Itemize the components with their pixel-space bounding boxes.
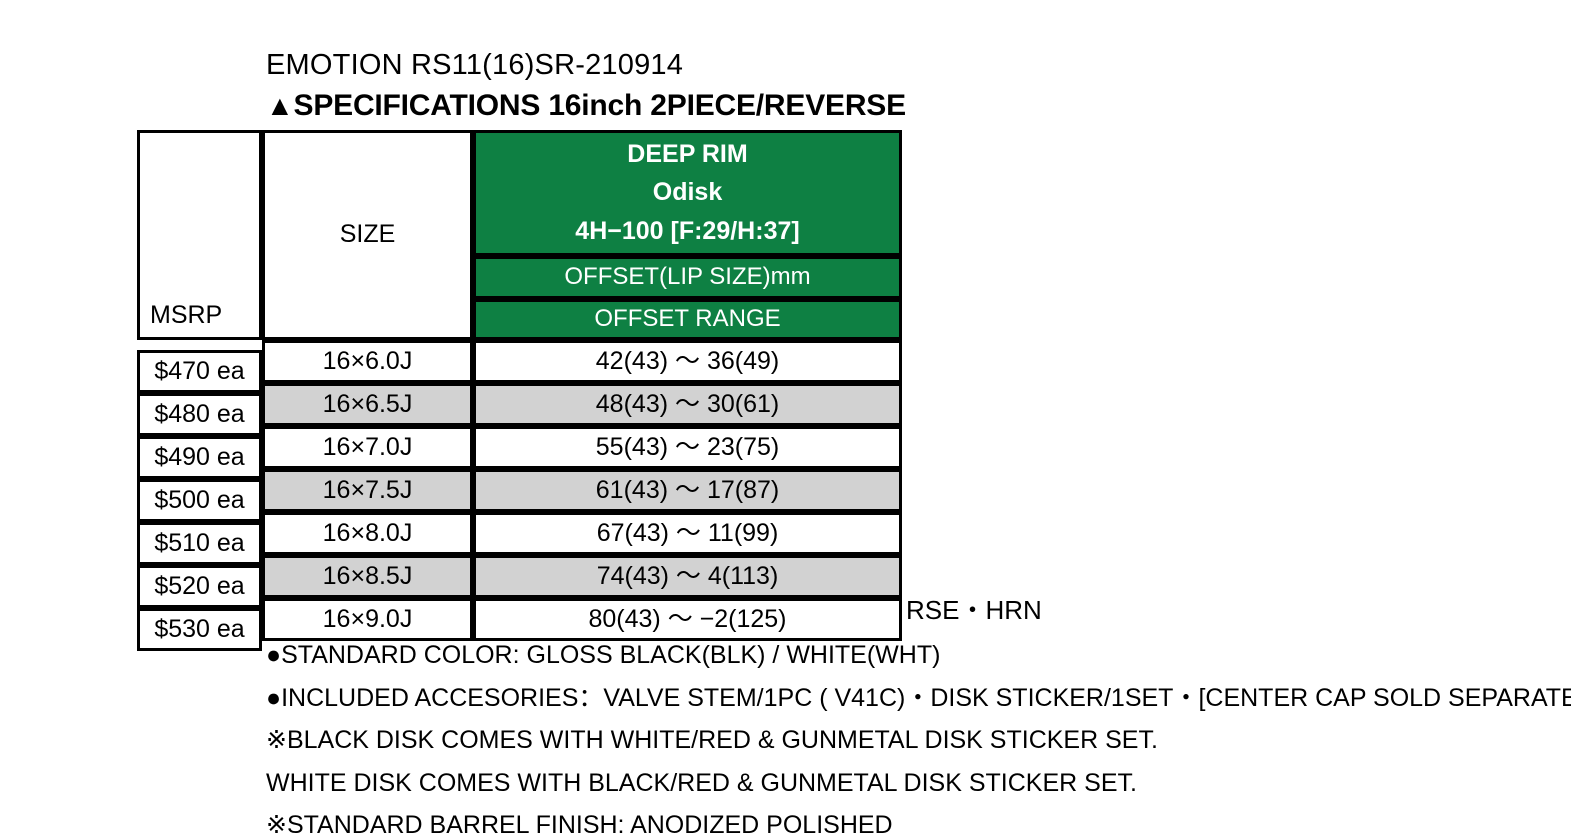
side-note-models: RSE・HRN [906, 595, 1042, 625]
table-cell-msrp: $530 ea [137, 608, 262, 651]
footer-note-included-accessories: ●INCLUDED ACCESORIES：VALVE STEM/1PC ( V4… [266, 684, 1571, 712]
table-cell-size: 16×7.0J [262, 426, 473, 469]
table-cell-offset-range: 67(43) ～ 11(99) [473, 512, 902, 555]
table-cell-size: 16×7.5J [262, 469, 473, 512]
table-cell-size: 16×6.0J [262, 340, 473, 383]
table-cell-msrp: $470 ea [137, 350, 262, 393]
table-cell-size: 16×9.0J [262, 598, 473, 641]
table-header-deep-rim-line1: DEEP RIM [627, 139, 748, 168]
table-header-deep-rim: DEEP RIM Odisk 4H−100 [F:29/H:37] [473, 130, 902, 256]
triangle-bullet-icon: ▲ [266, 90, 294, 121]
footer-note-standard-color: ●STANDARD COLOR: GLOSS BLACK(BLK) / WHIT… [266, 641, 941, 669]
table-cell-offset-range: 61(43) ～ 17(87) [473, 469, 902, 512]
table-cell-offset-range: 55(43) ～ 23(75) [473, 426, 902, 469]
footer-note-black-disk-sticker: ※BLACK DISK COMES WITH WHITE/RED & GUNME… [266, 726, 1158, 754]
table-header-offset-lip-size: OFFSET(LIP SIZE)mm [473, 256, 902, 299]
table-header-deep-rim-line2: Odisk [652, 178, 723, 207]
table-header-size: SIZE [262, 130, 473, 340]
table-header-deep-rim-line3: 4H−100 [F:29/H:37] [575, 216, 800, 245]
table-cell-size: 16×8.5J [262, 555, 473, 598]
page-title-model: EMOTION RS11(16)SR-210914 [266, 49, 684, 81]
table-cell-offset-range: 74(43) ～ 4(113) [473, 555, 902, 598]
table-cell-offset-range: 80(43) ～ −2(125) [473, 598, 902, 641]
specifications-table: MSRP SIZE DEEP RIM Odisk 4H−100 [F:29/H:… [137, 130, 902, 651]
table-header-msrp: MSRP [137, 130, 262, 340]
table-cell-offset-range: 42(43) ～ 36(49) [473, 340, 902, 383]
footer-note-white-disk-sticker: WHITE DISK COMES WITH BLACK/RED & GUNMET… [266, 769, 1137, 797]
table-cell-msrp: $490 ea [137, 436, 262, 479]
table-cell-msrp: $480 ea [137, 393, 262, 436]
page-title-specifications-label: SPECIFICATIONS 16inch 2PIECE/REVERSE [293, 89, 907, 122]
table-cell-msrp: $520 ea [137, 565, 262, 608]
table-cell-msrp: $500 ea [137, 479, 262, 522]
table-header-offset-range: OFFSET RANGE [473, 299, 902, 340]
table-cell-offset-range: 48(43) ～ 30(61) [473, 383, 902, 426]
table-cell-size: 16×8.0J [262, 512, 473, 555]
page-title-specifications: ▲SPECIFICATIONS 16inch 2PIECE/REVERSE [266, 88, 906, 124]
table-cell-size: 16×6.5J [262, 383, 473, 426]
table-cell-msrp: $510 ea [137, 522, 262, 565]
footer-note-barrel-finish: ※STANDARD BARREL FINISH: ANODIZED POLISH… [266, 811, 893, 839]
